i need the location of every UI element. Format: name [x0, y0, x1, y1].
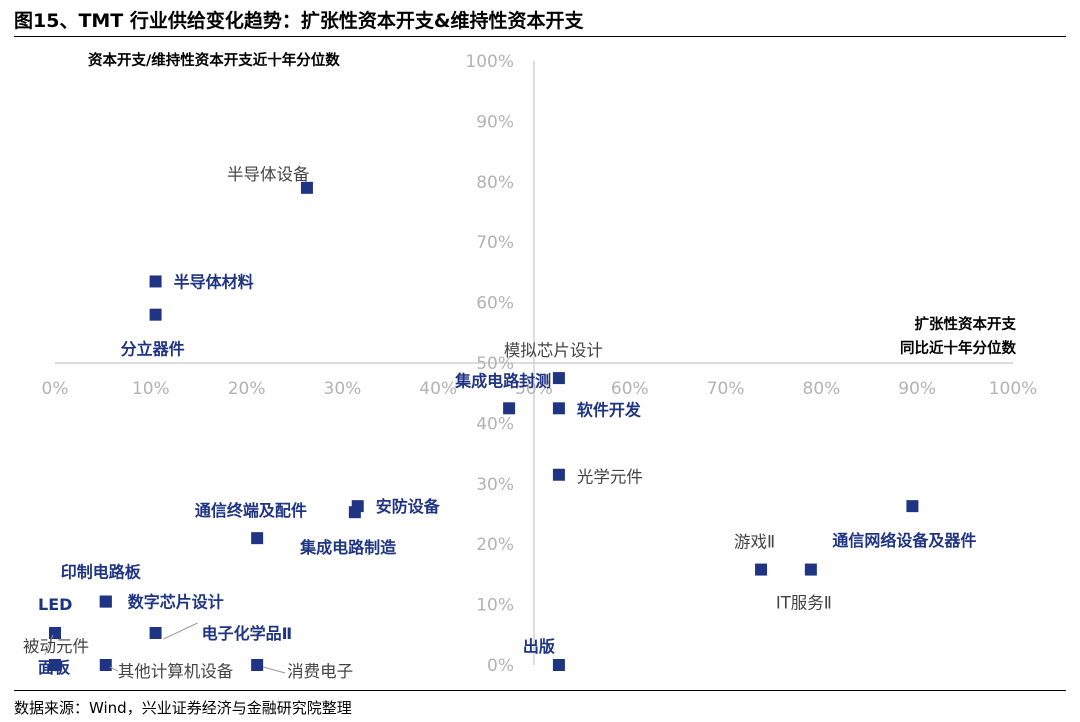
point-label: 电子化学品Ⅱ: [202, 624, 293, 643]
point-label: 消费电子: [287, 662, 353, 681]
x-axis-title: 同比近十年分位数: [900, 339, 1016, 357]
leader-line: [263, 666, 286, 674]
data-point[interactable]: [49, 659, 61, 671]
data-point[interactable]: [149, 626, 162, 639]
point-label: 安防设备: [376, 497, 441, 516]
title-divider: [14, 36, 1066, 37]
point-label: IT服务Ⅱ: [776, 594, 832, 613]
point-label: 半导体材料: [174, 272, 254, 291]
tick-labels-group: 0% 10% 20% 30% 40% 50% 60% 70% 80% 90% 100%0%10%20…: [42, 52, 1038, 676]
data-point[interactable]: [251, 659, 264, 671]
x-tick-label: 50%: [515, 379, 553, 399]
y-tick-label: 60%: [476, 294, 514, 314]
y-tick-label: 30%: [476, 475, 514, 495]
x-tick-label: 40%: [419, 379, 457, 399]
point-label: 分立器件: [121, 340, 185, 359]
data-point[interactable]: [348, 506, 361, 519]
point-label: 被动元件: [23, 637, 89, 656]
leader-line: [44, 634, 54, 656]
leader-line: [109, 666, 118, 672]
source-note: 数据来源：Wind，兴业证券经济与金融研究院整理: [14, 699, 352, 717]
data-point[interactable]: [149, 275, 162, 288]
data-point[interactable]: [552, 402, 565, 415]
y-axis-title: 资本开支/维持性资本开支近十年分位数: [88, 51, 340, 69]
point-label: 数字芯片设计: [128, 593, 224, 612]
x-tick-label: 60%: [611, 379, 649, 399]
y-tick-label: 70%: [476, 233, 514, 253]
chart-title: 图15、TMT 行业供给变化趋势：扩张性资本开支&维持性资本开支: [14, 10, 584, 32]
x-tick-label: 20%: [228, 379, 266, 399]
x-tick-label: 100%: [989, 379, 1038, 399]
data-point[interactable]: [300, 181, 313, 194]
x-axis-title: 扩张性资本开支: [915, 315, 1017, 333]
data-point[interactable]: [503, 402, 516, 415]
y-tick-label: 90%: [476, 112, 514, 132]
y-tick-label: 100%: [465, 52, 514, 72]
x-tick-label: 80%: [803, 379, 841, 399]
data-point[interactable]: [906, 500, 919, 513]
data-point[interactable]: [49, 626, 61, 639]
x-tick-label: 10%: [132, 379, 170, 399]
data-point[interactable]: [99, 659, 112, 671]
point-label: 模拟芯片设计: [504, 341, 603, 360]
point-label: 光学元件: [577, 468, 643, 487]
point-label: 半导体设备: [227, 165, 310, 184]
y-tick-label: 50%: [476, 354, 514, 374]
point-label: 集成电路制造: [299, 538, 397, 557]
data-point[interactable]: [251, 532, 264, 545]
axes-group: [55, 61, 1013, 665]
point-label: 其他计算机设备: [118, 662, 234, 681]
data-point[interactable]: [149, 308, 162, 321]
x-tick-label: 90%: [898, 379, 936, 399]
data-point[interactable]: [755, 563, 768, 576]
data-point[interactable]: [99, 595, 112, 608]
point-label: 软件开发: [577, 400, 642, 419]
x-tick-label: 70%: [707, 379, 745, 399]
source-divider: [14, 690, 1066, 691]
y-tick-label: 10%: [476, 596, 514, 616]
point-label: 集成电路封测: [454, 371, 551, 390]
point-label: 通信终端及配件: [195, 501, 307, 520]
point-label: 印制电路板: [61, 563, 142, 582]
x-tick-label: 0%: [42, 379, 69, 399]
leader-line: [163, 622, 198, 640]
point-label: LED: [38, 595, 72, 614]
x-tick-label: 30%: [324, 379, 362, 399]
point-label: 游戏Ⅱ: [734, 533, 775, 552]
data-point[interactable]: [552, 372, 565, 385]
y-tick-label: 0%: [487, 656, 514, 676]
data-point[interactable]: [552, 468, 565, 481]
point-label: 出版: [523, 637, 555, 656]
data-point[interactable]: [552, 659, 565, 671]
points-group: [49, 181, 919, 671]
y-tick-label: 40%: [476, 414, 514, 434]
y-tick-label: 80%: [476, 173, 514, 193]
data-point[interactable]: [804, 563, 817, 576]
y-tick-label: 20%: [476, 535, 514, 555]
point-label: 面板: [38, 658, 71, 677]
point-label: 通信网络设备及器件: [832, 531, 976, 550]
